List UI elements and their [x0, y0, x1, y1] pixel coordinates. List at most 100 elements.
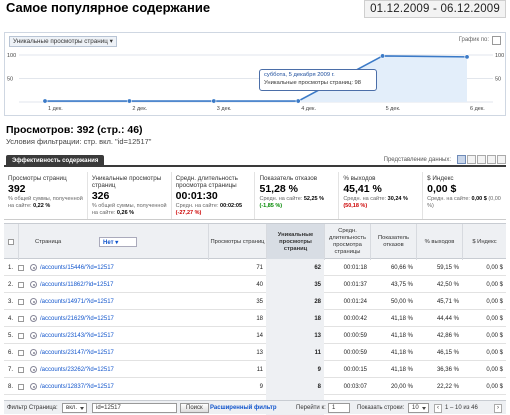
header-unique-pageviews[interactable]: Уникальные просмотры страниц	[266, 224, 324, 260]
x-tick-label: 4 дек.	[301, 106, 316, 112]
page-link-icon[interactable]	[30, 383, 37, 390]
page-link-icon[interactable]	[30, 281, 37, 288]
checkbox-icon	[18, 383, 24, 390]
metric-value: 45,41 %	[343, 183, 382, 195]
advanced-filter-link[interactable]: Расширенный фильтр	[210, 405, 277, 411]
header-pageviews[interactable]: Просмотры страниц	[208, 224, 266, 260]
metric-sub: % общей суммы, полученной на сайте: 0,22…	[8, 196, 83, 209]
page-link-icon[interactable]	[30, 349, 37, 356]
goto-input[interactable]: 1	[328, 403, 350, 413]
next-page-button[interactable]: ›	[494, 403, 502, 413]
views-summary: Просмотров: 392 (стр.: 46)	[6, 124, 143, 136]
metric-card: Уникальные просмотры страниц 326% общей с…	[88, 172, 172, 219]
x-tick-label: 1 дек.	[48, 106, 63, 112]
metric-sub: Средн. на сайте: 52,25 % (-1,85 %)	[259, 196, 334, 209]
graph-metric-label: Уникальные просмотры страниц	[13, 38, 108, 45]
page-link-icon[interactable]	[30, 315, 37, 322]
row-checkbox[interactable]	[18, 276, 28, 293]
rows-select-value: 10	[408, 403, 429, 413]
row-checkbox[interactable]	[18, 293, 28, 310]
page-link[interactable]: /accounts/23147/?id=12517	[40, 349, 114, 356]
cell-pageviews: 71	[256, 264, 263, 271]
cell-index: 0,00 $	[486, 315, 503, 322]
graph-metric-select[interactable]: Уникальные просмотры страниц ▾	[9, 36, 117, 47]
metric-sub-change: (0,00 %)	[427, 196, 501, 209]
cell-avg-time: 00:01:24	[343, 298, 367, 305]
filter-mode-select[interactable]: вкл.	[62, 403, 88, 413]
row-checkbox[interactable]	[18, 378, 28, 395]
bar-view-icon[interactable]	[477, 155, 486, 164]
cell-index: 0,00 $	[486, 366, 503, 373]
filter-input-value: id=12517	[92, 403, 177, 413]
data-point	[211, 98, 217, 104]
compare-view-icon[interactable]	[487, 155, 496, 164]
row-checkbox[interactable]	[18, 310, 28, 327]
page-link[interactable]: /accounts/23143/?id=12517	[40, 332, 114, 339]
tab-content-performance[interactable]: Эффективность содержания	[6, 155, 105, 167]
cell-pageviews: 13	[256, 349, 263, 356]
pivot-view-icon[interactable]	[497, 155, 506, 164]
metric-sub-value: 0,26 %	[116, 209, 135, 216]
y-tick-label: 100	[7, 53, 16, 59]
metric-card: % выходов 45,41 % Средн. на сайте: 30,24 %…	[339, 172, 424, 219]
cell-pageviews: 35	[256, 298, 263, 305]
tooltip-value: Уникальные просмотры страниц: 98	[264, 80, 362, 86]
page-link-icon[interactable]	[30, 332, 37, 339]
date-range-picker[interactable]: 01.12.2009 - 06.12.2009	[364, 0, 506, 18]
metric-cards: Просмотры страниц 392% общей суммы, получ…	[4, 172, 506, 220]
page-link-icon[interactable]	[30, 366, 37, 373]
cell-unique: 35	[266, 276, 324, 293]
header-avg-time[interactable]: Средн. длительность просмотра страницы	[324, 224, 370, 260]
table-row: 2. /accounts/11862/?id=12517 40 35 00:01:37 4…	[4, 276, 506, 293]
cell-bounce: 41,18 %	[390, 349, 413, 356]
metric-sub-change: (50,18 %)	[343, 202, 368, 209]
checkbox-icon	[18, 366, 24, 373]
metric-sub-label: Средн. на сайте:	[343, 196, 387, 202]
filter-input[interactable]: id=12517	[92, 403, 177, 413]
row-number: 5.	[7, 332, 13, 339]
select-all-checkbox[interactable]	[8, 239, 14, 245]
row-page: /accounts/23143/?id=12517	[30, 327, 208, 344]
metric-sub-change: (-1,85 %)	[259, 202, 283, 209]
report-tab-bar: Эффективность содержания Представление д…	[4, 155, 506, 167]
cell-bounce: 41,18 %	[390, 366, 413, 373]
header-exit[interactable]: % выходов	[416, 224, 462, 260]
metric-value: 0,00 $	[427, 183, 457, 195]
metric-value: 51,28 %	[259, 183, 299, 195]
row-checkbox[interactable]	[18, 327, 28, 344]
cell-pageviews: 14	[256, 332, 263, 339]
data-table: Страница Нет ▾ Просмотры страниц Уникаль…	[4, 223, 506, 415]
page-link[interactable]: /accounts/15446/?id=12517	[40, 264, 114, 271]
goto-input-value: 1	[328, 403, 350, 413]
header-index[interactable]: $ Индекс	[462, 224, 506, 260]
page-link[interactable]: /accounts/21629/?id=12517	[40, 315, 114, 322]
cell-pageviews: 40	[256, 281, 263, 288]
row-checkbox[interactable]	[18, 259, 28, 276]
search-button[interactable]: Поиск	[180, 403, 209, 413]
row-number: 2.	[7, 281, 13, 288]
pie-view-icon[interactable]	[467, 155, 476, 164]
graph-mode-icon[interactable]	[492, 36, 501, 45]
header-bounce[interactable]: Показатель отказов	[370, 224, 416, 260]
page-link-icon[interactable]	[30, 298, 37, 305]
row-checkbox[interactable]	[18, 344, 28, 361]
table-row: 8. /accounts/12837/?id=12517 9 8 00:03:07 20,…	[4, 378, 506, 395]
cell-exit: 42,86 %	[436, 332, 459, 339]
page-link[interactable]: /accounts/11862/?id=12517	[40, 281, 114, 288]
metric-sub-label: Средн. на сайте:	[259, 196, 303, 202]
data-point	[42, 98, 48, 104]
page-link[interactable]: /accounts/14971/?id=12517	[40, 298, 114, 305]
prev-page-button[interactable]: ‹	[434, 403, 442, 413]
metric-value: 326	[91, 190, 110, 202]
rows-select[interactable]: 10	[408, 403, 429, 413]
cell-unique: 62	[266, 259, 324, 276]
page-link-icon[interactable]	[30, 264, 37, 271]
header-page[interactable]: Страница	[18, 224, 208, 260]
metric-card: Показатель отказов 51,28 % Средн. на сайте…	[255, 172, 340, 219]
page-link[interactable]: /accounts/12837/?id=12517	[40, 383, 114, 390]
page-dimension-select[interactable]: Нет ▾	[99, 237, 137, 247]
page-link[interactable]: /accounts/23262/?id=12517	[40, 366, 114, 373]
row-checkbox[interactable]	[18, 361, 28, 378]
table-view-icon[interactable]	[457, 155, 466, 164]
